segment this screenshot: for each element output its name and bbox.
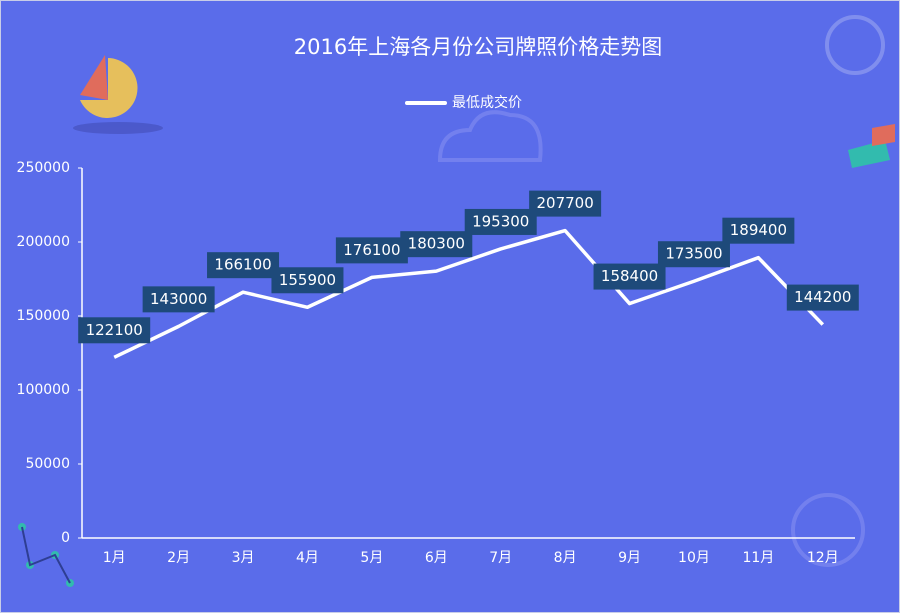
y-tick-label: 100000 <box>17 382 70 398</box>
value-label: 195300 <box>472 212 529 230</box>
value-label-box <box>142 286 215 313</box>
x-tick-label: 7月 <box>489 550 512 566</box>
x-tick-label: 2月 <box>167 550 190 566</box>
line <box>113 228 825 359</box>
x-tick-label: 11月 <box>742 550 774 566</box>
value-label-box <box>722 217 795 244</box>
value-label: 189400 <box>730 221 787 239</box>
x-tick-label: 10月 <box>678 550 710 566</box>
value-label: 122100 <box>86 321 143 339</box>
value-label: 155900 <box>279 271 336 289</box>
value-label: 158400 <box>601 267 658 285</box>
y-tick-label: 50000 <box>25 456 70 472</box>
chart-title: 2016年上海各月份公司牌照价格走势图 <box>294 35 662 59</box>
x-tick-label: 3月 <box>232 550 255 566</box>
value-label-box <box>593 263 666 290</box>
value-label-box <box>207 252 280 279</box>
x-tick-label: 4月 <box>296 550 319 566</box>
y-tick-label: 250000 <box>17 160 70 176</box>
value-label: 207700 <box>536 194 593 212</box>
x-tick-label: 9月 <box>618 550 641 566</box>
value-label-box <box>786 284 859 311</box>
value-label: 166100 <box>214 256 271 274</box>
y-tick-label: 0 <box>61 530 70 546</box>
x-tick-label: 1月 <box>103 550 126 566</box>
value-label: 144200 <box>794 288 851 306</box>
value-label: 143000 <box>150 290 207 308</box>
x-tick-label: 12月 <box>807 550 839 566</box>
x-tick-label: 5月 <box>360 550 383 566</box>
y-tick-label: 150000 <box>17 308 70 324</box>
value-label-box <box>529 190 602 217</box>
x-tick-label: 6月 <box>425 550 448 566</box>
value-label: 176100 <box>343 241 400 259</box>
y-tick-label: 200000 <box>17 234 70 250</box>
value-label-box <box>271 267 344 294</box>
value-label-box <box>400 231 473 258</box>
value-label: 180300 <box>408 235 465 253</box>
value-label-box <box>335 237 408 264</box>
decoration <box>18 15 895 587</box>
x-tick-label: 8月 <box>554 550 577 566</box>
value-label-box <box>464 208 537 235</box>
value-label-box <box>657 241 730 268</box>
value-label-box <box>78 317 151 344</box>
value-label: 173500 <box>665 245 722 263</box>
legend-label: 最低成交价 <box>452 94 522 111</box>
